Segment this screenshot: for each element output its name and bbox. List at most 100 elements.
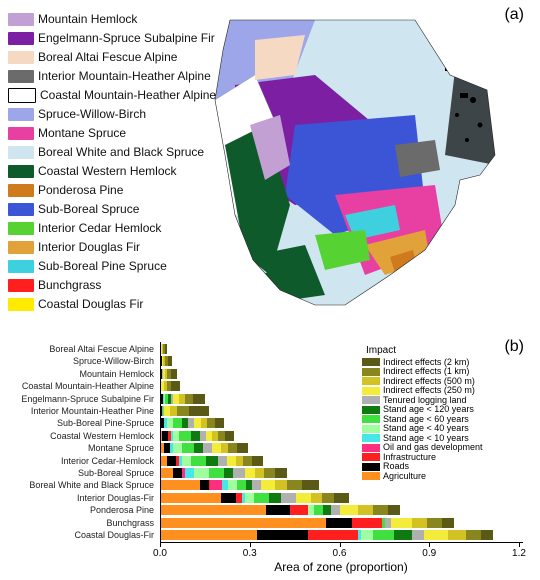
bar-segment [275,468,287,478]
bar-segment [210,480,222,490]
map-zone-legend: Mountain HemlockEngelmann-Spruce Subalpi… [8,10,218,314]
map-legend-item: Spruce-Willow-Birch [8,105,218,123]
map-legend-item: Bunchgrass [8,276,218,294]
bar-segment [334,493,349,503]
bar-row [161,480,319,490]
impact-legend-title: Impact [366,346,532,357]
legend-swatch [362,444,380,452]
y-tick-label: Bunchgrass [106,519,154,528]
bar-segment [308,530,359,540]
y-tick-label: Coastal Western Hemlock [50,432,154,441]
bar-row [161,369,177,379]
bar-segment [290,505,308,515]
legend-swatch [362,396,380,404]
bar-segment [189,406,208,416]
bar-segment [412,530,424,540]
bar-segment [173,418,182,428]
bar-segment [281,493,296,503]
bar-segment [182,443,194,453]
legend-swatch [362,368,380,376]
legend-label: Engelmann-Spruce Subalpine Fir [38,31,215,45]
bar-segment [173,443,182,453]
bar-segment [212,443,221,453]
map-legend-item: Interior Douglas Fir [8,238,218,256]
bar-segment [322,493,334,503]
legend-swatch [8,241,34,254]
bar-row [161,418,224,428]
x-tick-label: 1.2 [512,548,526,559]
bar-segment [161,480,200,490]
legend-swatch [8,222,34,235]
bar-segment [221,443,228,453]
bar-segment [236,456,243,466]
x-tick [250,542,251,547]
x-tick-label: 0.6 [333,548,347,559]
bar-segment [221,493,236,503]
bar-segment [323,505,332,515]
bar-segment [264,468,274,478]
legend-swatch [8,279,34,292]
bar-segment [215,418,224,428]
legend-label: Boreal White and Black Spruce [38,145,204,159]
bar-segment [245,493,254,503]
legend-swatch [8,146,34,159]
legend-swatch [362,415,380,423]
bar-row [161,431,234,441]
bar-segment [224,468,233,478]
map-legend-item: Coastal Douglas Fir [8,295,218,313]
bar-segment [173,468,182,478]
legend-swatch [8,165,34,178]
bar-row [161,505,400,515]
y-tick-label: Interior Mountain-Heather Pine [31,407,154,416]
bar-segment [233,468,245,478]
bar-row [161,530,493,540]
legend-swatch [8,127,34,140]
bar-segment [227,456,236,466]
legend-swatch [8,108,34,121]
legend-label: Agriculture [383,472,426,481]
y-tick-label: Spruce-Willow-Birch [73,357,154,366]
bar-segment [481,530,493,540]
bar-segment [170,406,177,416]
x-tick [340,542,341,547]
bar-segment [203,443,212,453]
bar-segment [252,480,261,490]
bar-segment [179,431,191,441]
bar-segment [326,518,353,528]
map-legend-item: Sub-Boreal Pine Spruce [8,257,218,275]
bar-segment [228,443,237,453]
map-legend-item: Sub-Boreal Spruce [8,200,218,218]
bar-segment [191,431,200,441]
legend-swatch [362,387,380,395]
bar-segment [296,493,311,503]
map-legend-item: Interior Mountain-Heather Alpine [8,67,218,85]
bar-segment [200,480,209,490]
bar-segment [412,518,427,528]
legend-swatch [8,260,34,273]
bar-segment [373,530,394,540]
bar-segment [254,493,269,503]
legend-swatch [362,453,380,461]
x-tick-label: 0.3 [243,548,257,559]
y-tick-label: Montane Spruce [88,444,154,453]
legend-label: Interior Cedar Hemlock [38,221,161,235]
bar-segment [427,518,442,528]
panel-b: (b) Boreal Altai Fescue AlpineSpruce-Wil… [0,338,540,578]
map-legend-item: Montane Spruce [8,124,218,142]
legend-swatch [8,298,34,311]
legend-swatch [362,472,380,480]
bar-row [161,344,167,354]
bar-segment [191,456,206,466]
bar-segment [194,468,209,478]
impact-bar-chart: Boreal Altai Fescue AlpineSpruce-Willow-… [0,338,540,578]
bar-segment [287,480,302,490]
legend-swatch [8,184,34,197]
bar-segment [361,530,373,540]
bar-segment [194,418,201,428]
bar-segment [206,456,218,466]
bar-segment [331,505,340,515]
legend-swatch [8,88,36,103]
map-legend-item: Interior Cedar Hemlock [8,219,218,237]
bar-segment [314,505,323,515]
x-tick-label: 0.0 [153,548,167,559]
